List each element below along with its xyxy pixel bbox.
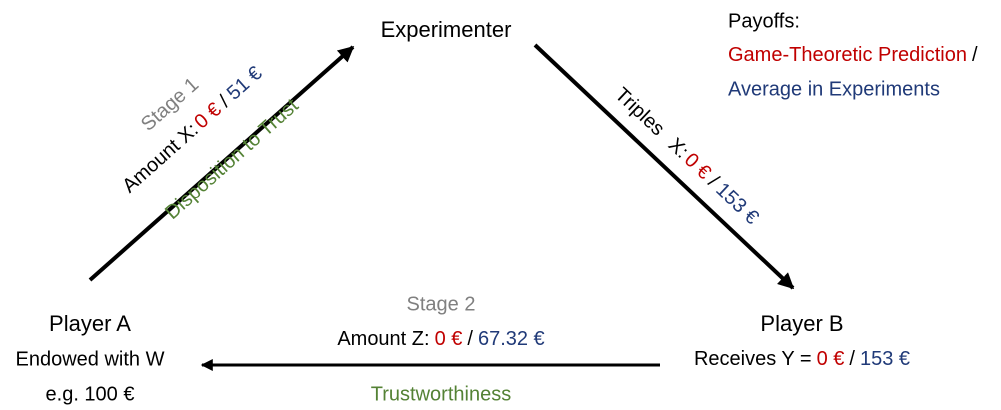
player-a-example: e.g. 100 € [46,383,135,405]
player-b-label: Receives Y = [694,348,812,370]
stage2-average: 67.32 € [478,328,545,350]
player-b-receives: Receives Y = 0 €/153 € [694,348,910,370]
stage2-separator: / [467,328,473,350]
stage1-labels: Stage 1 Amount X:0 €/51 € Disposition to… [118,62,303,224]
player-b-average: 153 € [860,348,910,370]
stage1-meaning: Disposition to Trust [161,94,303,224]
stage1-average: 51 € [223,62,267,104]
player-b-separator: / [849,348,855,370]
triples-label: Triples [610,84,668,141]
legend-average: Average in Experiments [728,78,940,100]
player-a-endowment: Endowed with W [16,348,165,370]
player-b-name: Player B [760,311,843,336]
legend-prediction: Game-Theoretic Prediction [728,44,967,66]
triples-labels: TriplesX:0 €/153 € [610,84,762,229]
stage2-prediction: 0 € [435,328,463,350]
legend-separator: / [972,44,978,66]
legend-line: Game-Theoretic Prediction / [728,44,978,66]
experimenter-label: Experimenter [381,17,512,42]
stage2-label: Amount Z: [337,328,429,350]
player-a-name: Player A [49,311,131,336]
stage2-amount: Amount Z: 0 €/67.32 € [337,328,544,350]
arrow-experimenter-to-b [533,43,795,290]
triples-average: 153 € [711,179,763,229]
stage2-meaning: Trustworthiness [371,383,511,405]
triples-amount: TriplesX:0 €/153 € [610,84,762,229]
player-b-prediction: 0 € [817,348,845,370]
legend-title: Payoffs: [728,10,800,32]
arrow-a-to-experimenter [88,45,355,282]
stage2-title: Stage 2 [407,293,476,315]
